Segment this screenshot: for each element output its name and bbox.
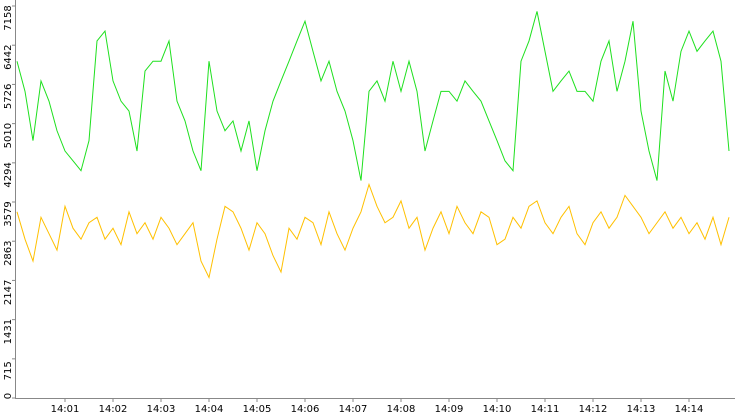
x-tick-label: 14:05 xyxy=(243,404,272,415)
x-tick-label: 14:14 xyxy=(675,404,704,415)
x-tick-label: 14:02 xyxy=(99,404,128,415)
x-tick-label: 14:04 xyxy=(195,404,224,415)
series-line xyxy=(16,11,730,181)
series-line xyxy=(16,182,730,280)
x-tick-label: 14:11 xyxy=(531,404,560,415)
y-tick-label: 0 xyxy=(3,393,14,399)
y-tick-label: 4294 xyxy=(3,162,14,187)
y-tick-label: 7158 xyxy=(3,5,14,30)
y-tick-label: 5726 xyxy=(3,84,14,109)
y-tick-label: 3579 xyxy=(3,201,14,226)
y-tick-label: 5010 xyxy=(3,123,14,148)
y-tick-label: 1431 xyxy=(3,319,14,344)
y-tick-label: 2863 xyxy=(3,240,14,265)
y-tick-label: 6442 xyxy=(3,44,14,69)
x-tick-label: 14:12 xyxy=(579,404,608,415)
y-tick-label: 2147 xyxy=(3,280,14,305)
x-tick-label: 14:10 xyxy=(483,404,512,415)
x-tick-label: 14:08 xyxy=(387,404,416,415)
x-tick-label: 14:13 xyxy=(627,404,656,415)
x-tick-label: 14:09 xyxy=(435,404,464,415)
x-tick-label: 14:06 xyxy=(291,404,320,415)
x-tick-label: 14:07 xyxy=(339,404,368,415)
x-tick-label: 14:03 xyxy=(147,404,176,415)
x-tick-label: 14:01 xyxy=(51,404,80,415)
y-tick-label: 715 xyxy=(3,361,14,380)
